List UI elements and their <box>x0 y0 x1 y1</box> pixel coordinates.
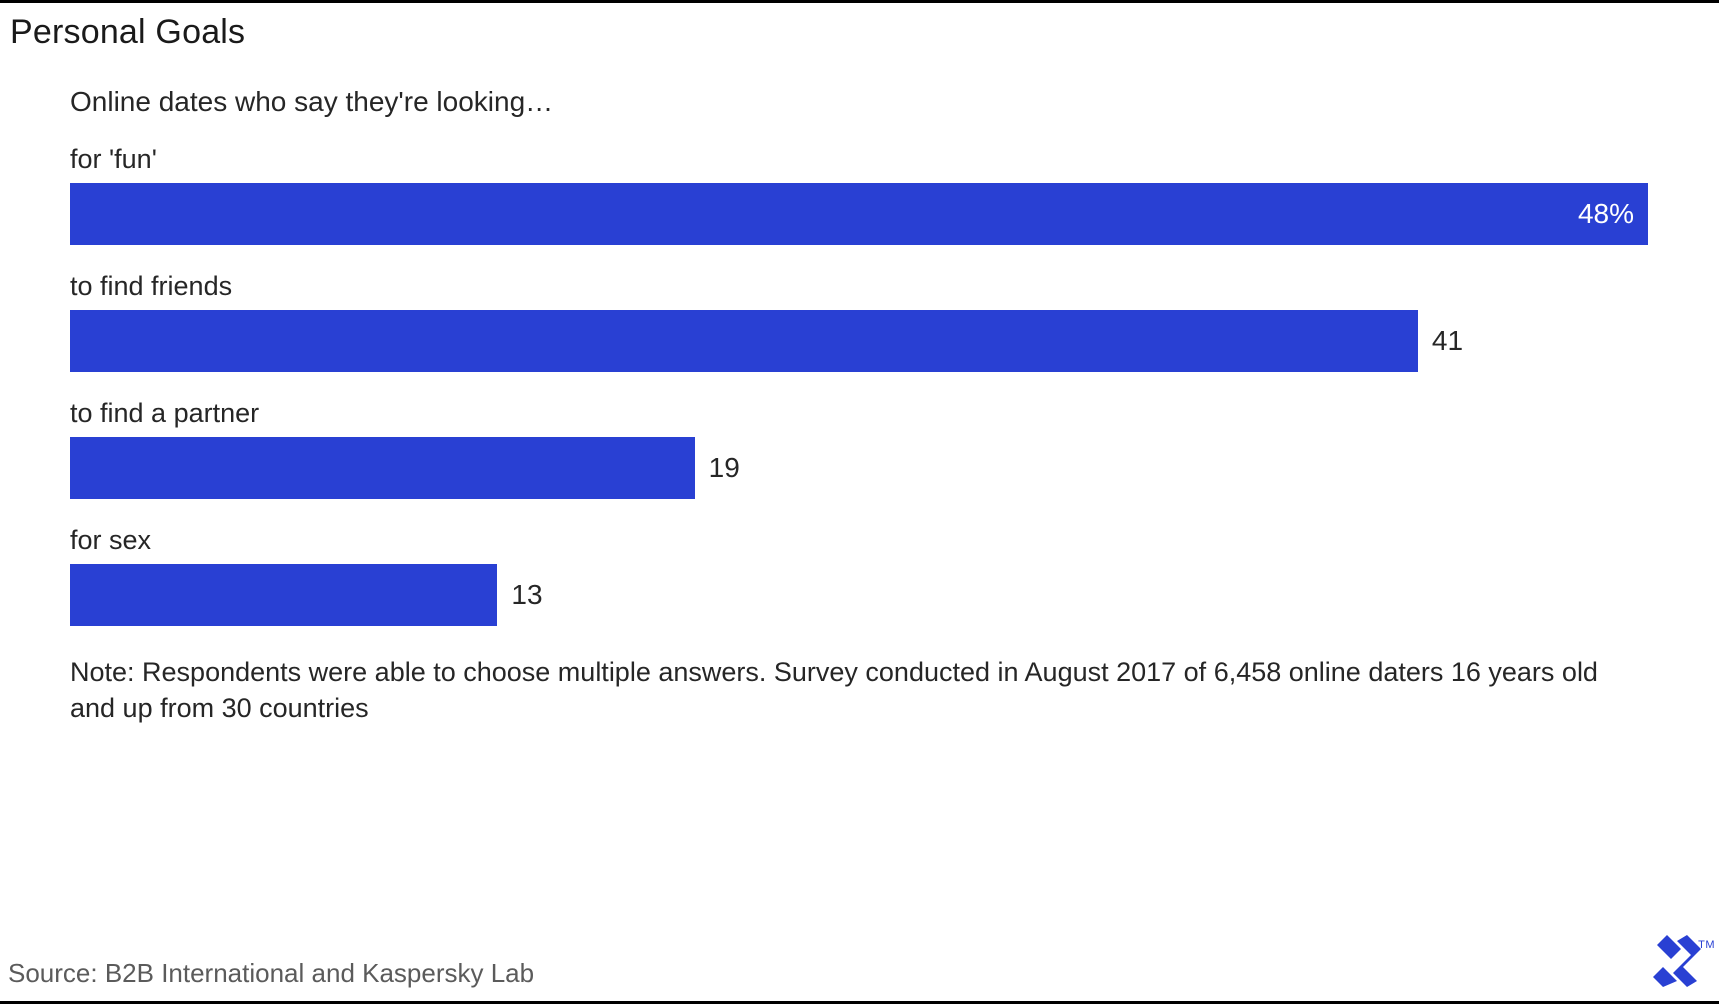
chart-note: Note: Respondents were able to choose mu… <box>70 654 1630 727</box>
bar-label: for 'fun' <box>70 144 1649 175</box>
bar-label: for sex <box>70 525 1649 556</box>
bar: 48% <box>70 183 1648 245</box>
bar <box>70 564 497 626</box>
bar-row: 19 <box>70 437 1649 499</box>
bar <box>70 437 695 499</box>
chart-source: Source: B2B International and Kaspersky … <box>8 958 534 989</box>
bar-value: 13 <box>511 579 542 611</box>
bar-group: for sex 13 <box>70 525 1649 626</box>
chart-frame: Personal Goals Online dates who say they… <box>0 0 1719 1004</box>
bar-row: 41 <box>70 310 1649 372</box>
chart-subtitle: Online dates who say they're looking… <box>70 86 1649 118</box>
bar-group: to find friends 41 <box>70 271 1649 372</box>
chart-content: Online dates who say they're looking… fo… <box>0 52 1719 1001</box>
toptal-logo-icon <box>1653 935 1701 987</box>
bar <box>70 310 1418 372</box>
bar-value: 48% <box>1578 198 1634 230</box>
chart-title: Personal Goals <box>0 3 1719 52</box>
bar-label: to find a partner <box>70 398 1649 429</box>
bar-row: 13 <box>70 564 1649 626</box>
bar-label: to find friends <box>70 271 1649 302</box>
bar-chart: for 'fun' 48% to find friends 41 to find a p… <box>70 144 1649 626</box>
bar-value: 19 <box>709 452 740 484</box>
bar-group: to find a partner 19 <box>70 398 1649 499</box>
bar-group: for 'fun' 48% <box>70 144 1649 245</box>
bar-value: 41 <box>1432 325 1463 357</box>
bar-row: 48% <box>70 183 1649 245</box>
